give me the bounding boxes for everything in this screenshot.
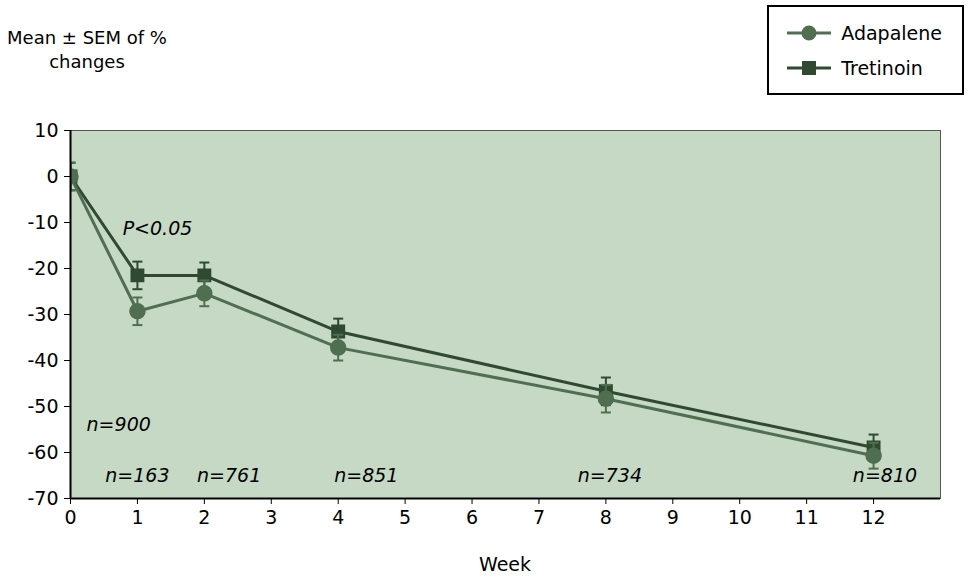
svg-text:-40: -40 (27, 349, 58, 371)
svg-text:-60: -60 (27, 441, 58, 463)
svg-text:6: 6 (466, 506, 478, 528)
svg-text:-10: -10 (27, 211, 58, 233)
svg-text:2: 2 (198, 506, 210, 528)
svg-text:8: 8 (600, 506, 612, 528)
html-text:Adapalene: Adapalene (841, 21, 942, 44)
svg-text:11: 11 (795, 506, 819, 528)
svg-text:1: 1 (131, 506, 143, 528)
svg-text:12: 12 (861, 506, 885, 528)
svg-text:n=163: n=163 (105, 464, 169, 486)
svg-text:0: 0 (64, 506, 76, 528)
svg-text:-20: -20 (27, 257, 58, 279)
svg-text:n=851: n=851 (334, 464, 398, 486)
svg-text:n=734: n=734 (578, 464, 642, 486)
svg-text:n=761: n=761 (197, 464, 261, 486)
svg-text:n=900: n=900 (87, 413, 151, 435)
svg-text:-30: -30 (27, 303, 58, 325)
svg-text:9: 9 (667, 506, 679, 528)
svg-text:3: 3 (265, 506, 277, 528)
svg-text:4: 4 (332, 506, 344, 528)
svg-text:0: 0 (46, 165, 58, 187)
html-text:Tretinoin: Tretinoin (841, 56, 923, 79)
svg-text:5: 5 (399, 506, 411, 528)
svg-text:-50: -50 (27, 395, 58, 417)
html-text:Week: Week (479, 553, 531, 575)
svg-text:P<0.05: P<0.05 (123, 217, 193, 239)
svg-text:-70: -70 (27, 487, 58, 509)
svg-text:10: 10 (728, 506, 752, 528)
svg-text:10: 10 (34, 119, 58, 141)
svg-text:n=810: n=810 (853, 464, 917, 486)
svg-text:7: 7 (533, 506, 545, 528)
html-text:Mean ± SEM of % changes: Mean ± SEM of % changes (7, 27, 167, 72)
